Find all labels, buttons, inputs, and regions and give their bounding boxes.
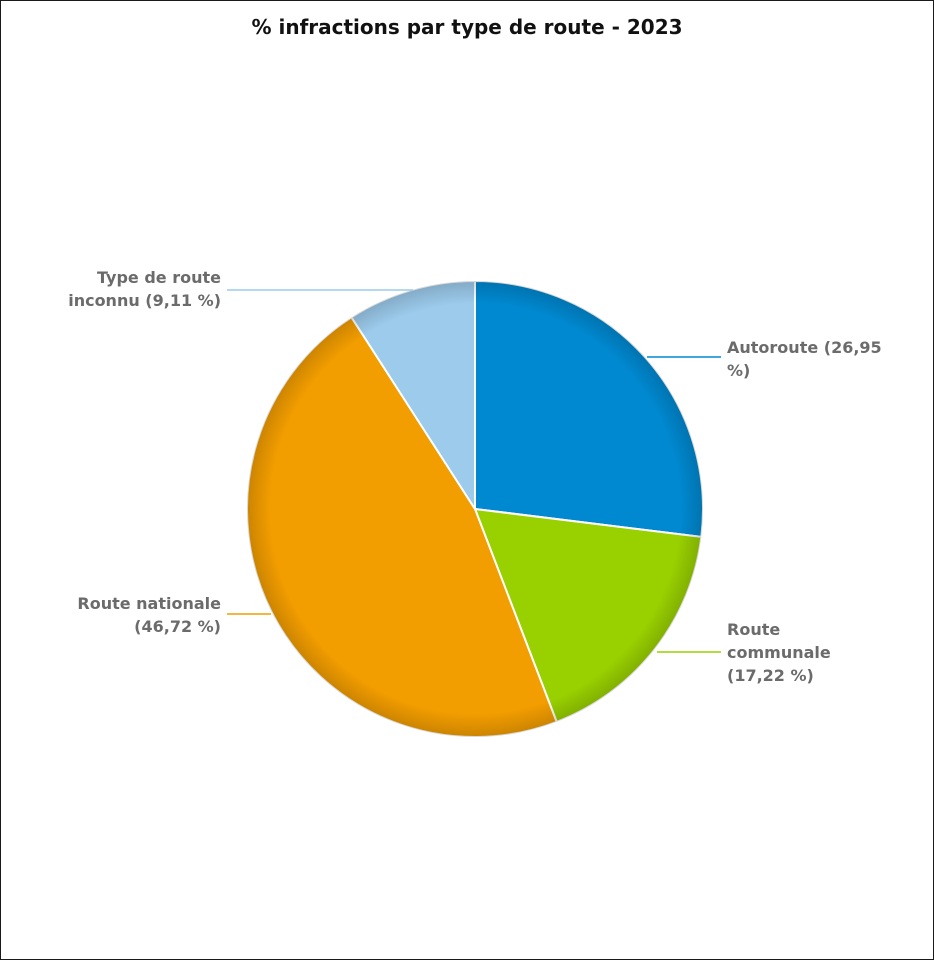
pie-slice-autoroute[interactable] bbox=[474, 280, 704, 538]
data-label-autoroute: Autoroute (26,95%) bbox=[727, 338, 882, 380]
data-label-route-nationale: Route nationale (46,72 %) bbox=[77, 594, 221, 636]
data-label-type-de-route-inconnu: Type de route inconnu (9,11 %) bbox=[68, 268, 221, 310]
data-label-route-communale: Route communale (17,22 %) bbox=[727, 620, 831, 685]
chart-title: % infractions par type de route - 2023 bbox=[251, 15, 683, 39]
